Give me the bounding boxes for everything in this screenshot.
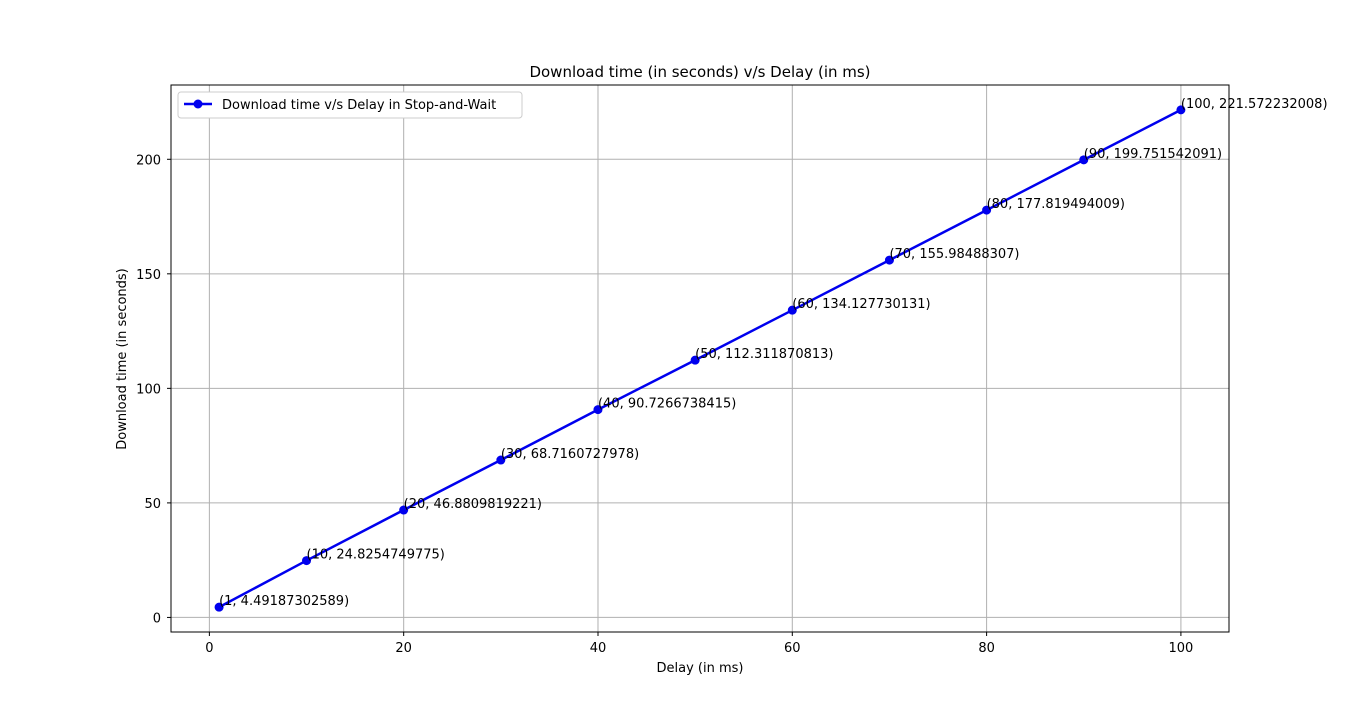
data-point [982,205,992,215]
data-point [1079,155,1089,165]
x-tick-label: 20 [395,641,412,656]
x-tick-label: 0 [205,641,213,656]
legend-box [177,91,523,119]
data-point [302,556,312,566]
x-tick-label: 60 [784,641,801,656]
x-tick-label: 40 [590,641,607,656]
data-point-label: (70, 155.98488307) [889,247,1019,262]
y-tick-label: 0 [153,611,161,626]
data-point [496,455,506,465]
legend-marker-swatch [193,99,203,109]
data-point-label: (60, 134.127730131) [792,297,930,312]
data-point-label: (90, 199.751542091) [1084,147,1222,162]
y-tick-label: 200 [136,153,161,168]
plot-frame [170,84,1230,633]
data-point [787,305,797,315]
data-point-label: (80, 177.819494009) [987,197,1125,212]
data-point-label: (100, 221.572232008) [1181,97,1328,112]
x-axis-label: Delay (in ms) [657,661,744,676]
data-point-label: (20, 46.8809819221) [404,497,542,512]
x-tick-label: 80 [978,641,995,656]
grid [171,85,1229,632]
ticks: 0 20 40 60 80 100 0 50 100 150 200 [136,153,1193,656]
y-tick-label: 100 [136,382,161,397]
point-labels: (1, 4.49187302589) (10, 24.8254749775) (20… [219,97,1327,609]
chart-title: Download time (in seconds) v/s Delay (in… [529,63,870,81]
y-tick-label: 150 [136,268,161,283]
data-point-label: (1, 4.49187302589) [219,594,349,609]
legend-entry-label: Download time v/s Delay in Stop-and-Wait [222,98,496,113]
data-point-label: (10, 24.8254749775) [307,548,445,563]
data-point [214,602,224,612]
y-tick-label: 50 [144,497,161,512]
legend: Download time v/s Delay in Stop-and-Wait [177,91,523,119]
data-point [399,505,409,515]
data-point-label: (30, 68.7160727978) [501,447,639,462]
data-point [690,355,700,365]
data-point [593,405,603,415]
data-point [884,255,894,265]
data-point-label: (50, 112.311870813) [695,347,833,362]
x-tick-label: 100 [1168,641,1193,656]
series-layer [214,105,1186,612]
y-axis-label: Download time (in seconds) [115,268,130,450]
data-point [1176,105,1186,115]
data-point-label: (40, 90.7266738415) [598,397,736,412]
